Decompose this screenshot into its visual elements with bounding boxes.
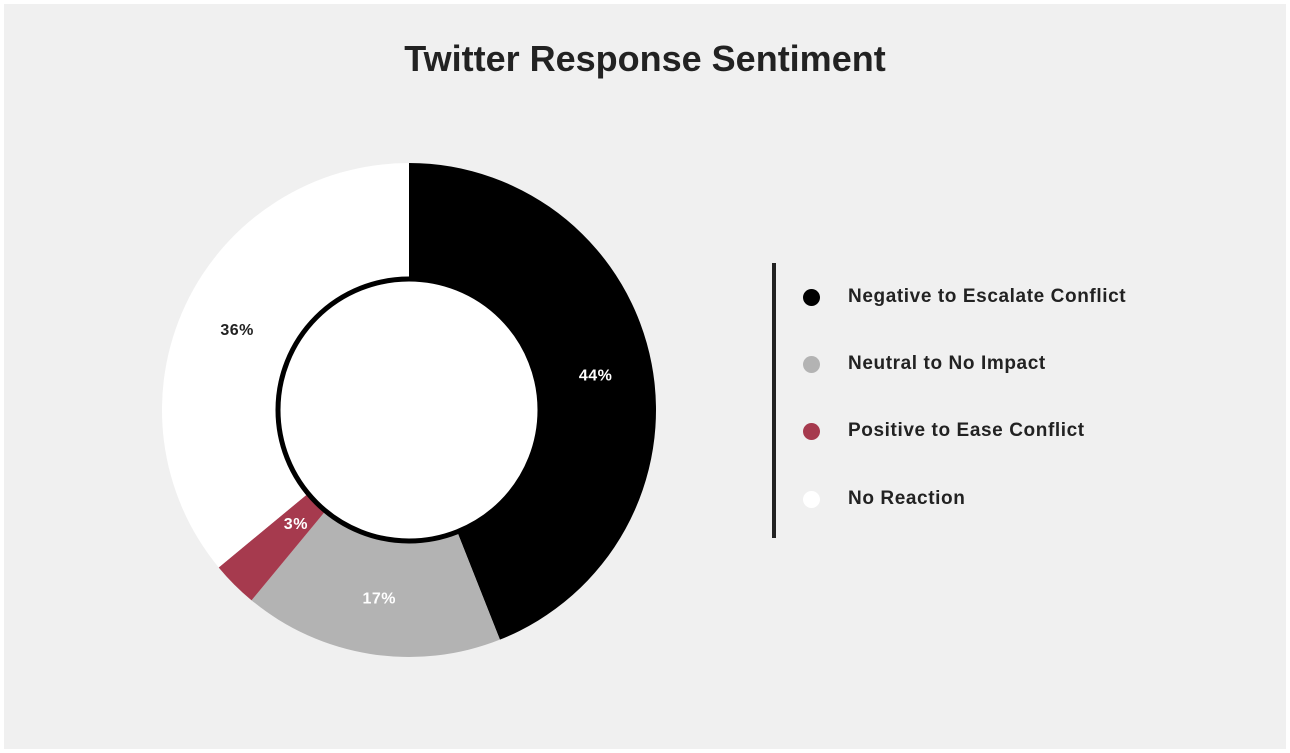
legend-marker-positive	[803, 422, 820, 440]
legend-item-negative: Negative to Escalate Conflict	[803, 285, 1126, 309]
chart-title: Twitter Response Sentiment	[404, 38, 886, 79]
legend: Negative to Escalate Conflict Neutral to…	[772, 263, 1126, 538]
slice-label-no-reaction: 36%	[220, 322, 254, 339]
legend-marker-negative	[803, 288, 820, 306]
slice-label-neutral: 17%	[363, 591, 397, 608]
legend-label-neutral: Neutral to No Impact	[848, 353, 1046, 374]
legend-label-negative: Negative to Escalate Conflict	[848, 286, 1127, 307]
legend-label-positive: Positive to Ease Conflict	[848, 420, 1085, 441]
slice-label-negative: 44%	[579, 367, 613, 384]
slice-label-positive: 3%	[284, 516, 308, 533]
legend-label-no-reaction: No Reaction	[848, 488, 966, 509]
legend-marker-neutral	[803, 355, 820, 373]
donut-hole	[275, 276, 543, 544]
legend-marker-no-reaction	[803, 490, 820, 508]
legend-item-no-reaction: No Reaction	[803, 487, 965, 511]
legend-item-positive: Positive to Ease Conflict	[803, 419, 1085, 443]
legend-item-neutral: Neutral to No Impact	[803, 352, 1046, 376]
